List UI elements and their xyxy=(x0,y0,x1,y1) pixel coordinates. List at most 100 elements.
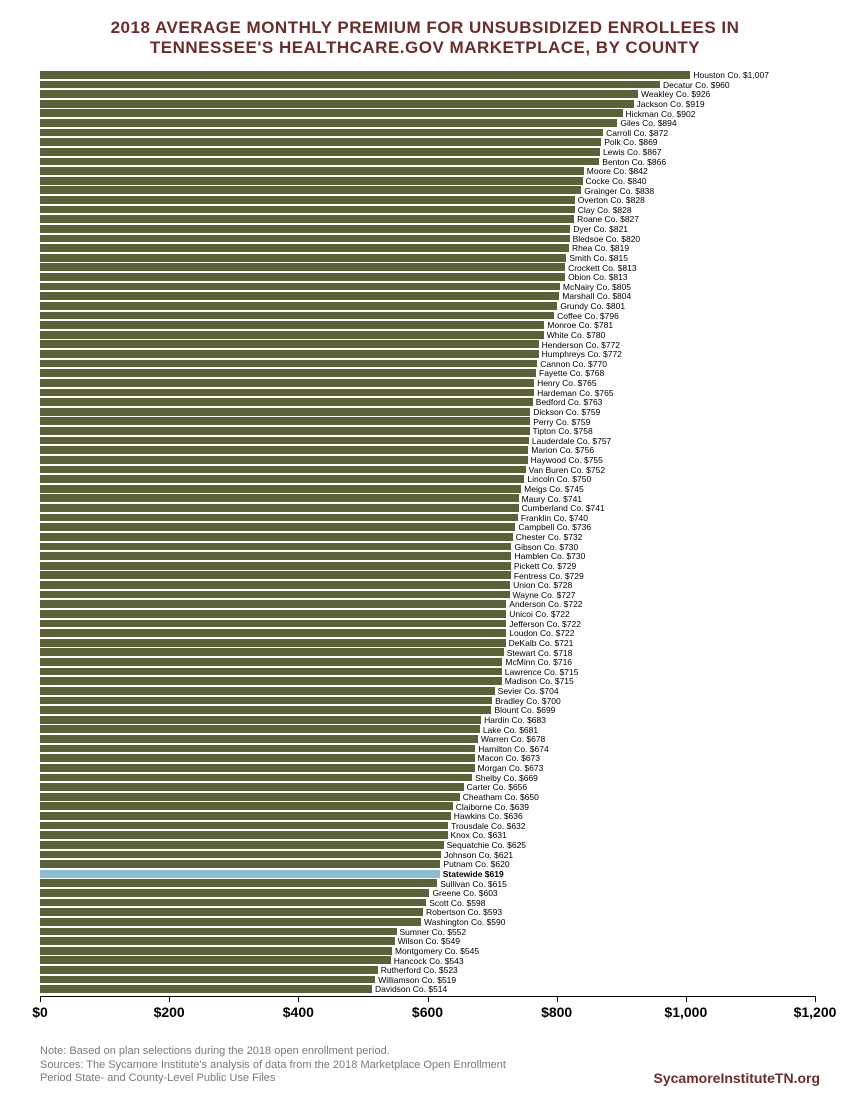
source-org: SycamoreInstituteTN.org xyxy=(654,1070,820,1086)
bar-row: Williamson Co. $519 xyxy=(40,975,815,985)
bar-row: Hamblen Co. $730 xyxy=(40,551,815,561)
title-line-1: 2018 AVERAGE MONTHLY PREMIUM FOR UNSUBSI… xyxy=(60,18,790,38)
bar-row: Morgan Co. $673 xyxy=(40,763,815,773)
bar-row: Haywood Co. $755 xyxy=(40,455,815,465)
bar xyxy=(40,562,511,570)
bar xyxy=(40,899,426,907)
bar-row: Clay Co. $828 xyxy=(40,205,815,215)
bar-label: Marion Co. $756 xyxy=(531,445,594,455)
axis-tick xyxy=(557,996,558,1002)
bar-label: Scott Co. $598 xyxy=(429,898,485,908)
bar-row: Dyer Co. $821 xyxy=(40,224,815,234)
bar-label: Montgomery Co. $545 xyxy=(395,946,479,956)
bar-row: Hickman Co. $902 xyxy=(40,109,815,119)
bar xyxy=(40,90,638,98)
bar-label: Lincoln Co. $750 xyxy=(527,474,591,484)
bar-row: Warren Co. $678 xyxy=(40,734,815,744)
bar-label: Anderson Co. $722 xyxy=(509,599,582,609)
bar-row: Giles Co. $894 xyxy=(40,118,815,128)
bar-label: Sevier Co. $704 xyxy=(498,686,559,696)
bar-label: Trousdale Co. $632 xyxy=(451,821,525,831)
bar-row: Henry Co. $765 xyxy=(40,378,815,388)
bar xyxy=(40,812,451,820)
bar-row: Dickson Co. $759 xyxy=(40,407,815,417)
bar-row: Houston Co. $1,007 xyxy=(40,70,815,80)
bars-container: Houston Co. $1,007Decatur Co. $960Weakle… xyxy=(40,68,815,998)
bar-label: Dyer Co. $821 xyxy=(573,224,628,234)
bar-row: Sevier Co. $704 xyxy=(40,686,815,696)
bar-label: McMinn Co. $716 xyxy=(505,657,572,667)
bar xyxy=(40,109,623,117)
bar-row: Weakley Co. $926 xyxy=(40,89,815,99)
bar-label: Giles Co. $894 xyxy=(620,118,676,128)
bar xyxy=(40,947,392,955)
bar-label: Shelby Co. $669 xyxy=(475,773,538,783)
bar-label: Clay Co. $828 xyxy=(578,205,632,215)
bar-label: Fayette Co. $768 xyxy=(539,368,604,378)
bar xyxy=(40,437,529,445)
bar xyxy=(40,244,569,252)
bar-label: Hardin Co. $683 xyxy=(484,715,546,725)
bar-label: Carroll Co. $872 xyxy=(606,128,668,138)
bar xyxy=(40,312,554,320)
bar xyxy=(40,774,472,782)
bar-row: Carroll Co. $872 xyxy=(40,128,815,138)
axis-tick xyxy=(686,996,687,1002)
bar-label: Moore Co. $842 xyxy=(587,166,648,176)
bar xyxy=(40,658,502,666)
bar-label: Roane Co. $827 xyxy=(577,214,639,224)
bar-label: Bedford Co. $763 xyxy=(536,397,603,407)
bar-row: Union Co. $728 xyxy=(40,580,815,590)
bar-label: Cocke Co. $840 xyxy=(586,176,647,186)
bar-label: Henry Co. $765 xyxy=(537,378,597,388)
bar-row: Grainger Co. $838 xyxy=(40,186,815,196)
bar-label: Jefferson Co. $722 xyxy=(509,619,581,629)
bar-label: Statewide $619 xyxy=(443,869,504,879)
bar xyxy=(40,831,448,839)
bar-row: Robertson Co. $593 xyxy=(40,907,815,917)
bar xyxy=(40,908,423,916)
bar-row: Perry Co. $759 xyxy=(40,417,815,427)
bar-label: Hickman Co. $902 xyxy=(626,109,696,119)
bar-row: Sumner Co. $552 xyxy=(40,927,815,937)
bar-label: Cumberland Co. $741 xyxy=(522,503,605,513)
plot-area: Houston Co. $1,007Decatur Co. $960Weakle… xyxy=(40,68,815,998)
bar xyxy=(40,937,395,945)
bar-row: Loudon Co. $722 xyxy=(40,628,815,638)
bar-row: Cumberland Co. $741 xyxy=(40,503,815,513)
bar-label: Hardeman Co. $765 xyxy=(537,388,614,398)
bar-row: Anderson Co. $722 xyxy=(40,599,815,609)
bar-row: Wayne Co. $727 xyxy=(40,590,815,600)
bar-row: Madison Co. $715 xyxy=(40,676,815,686)
bar-row: Greene Co. $603 xyxy=(40,888,815,898)
bar-row: Shelby Co. $669 xyxy=(40,773,815,783)
bar xyxy=(40,783,464,791)
bar xyxy=(40,514,518,522)
bar-row: Hamilton Co. $674 xyxy=(40,744,815,754)
footer: Note: Based on plan selections during th… xyxy=(40,1045,820,1086)
bar-row: Maury Co. $741 xyxy=(40,494,815,504)
bar-label: Unicoi Co. $722 xyxy=(509,609,569,619)
bar xyxy=(40,928,397,936)
bar xyxy=(40,745,475,753)
bar-row: Cheatham Co. $650 xyxy=(40,792,815,802)
bar xyxy=(40,793,460,801)
bar xyxy=(40,369,536,377)
bar-label: Washington Co. $590 xyxy=(424,917,505,927)
bar-row: Decatur Co. $960 xyxy=(40,80,815,90)
bar-label: Overton Co. $828 xyxy=(578,195,645,205)
bar-row: Lauderdale Co. $757 xyxy=(40,436,815,446)
bar-label: Warren Co. $678 xyxy=(481,734,545,744)
bar-label: Chester Co. $732 xyxy=(516,532,583,542)
bar-label: Wayne Co. $727 xyxy=(513,590,576,600)
bar-row: Stewart Co. $718 xyxy=(40,648,815,658)
bar-label: Coffee Co. $796 xyxy=(557,311,619,321)
bar xyxy=(40,206,575,214)
axis-tick-label: $400 xyxy=(283,1004,314,1020)
bar-row: Montgomery Co. $545 xyxy=(40,946,815,956)
bar xyxy=(40,552,511,560)
bar-label: Tipton Co. $758 xyxy=(533,426,593,436)
bar-label: Hamblen Co. $730 xyxy=(514,551,585,561)
bar-row: Pickett Co. $729 xyxy=(40,561,815,571)
bar-label: Meigs Co. $745 xyxy=(524,484,584,494)
